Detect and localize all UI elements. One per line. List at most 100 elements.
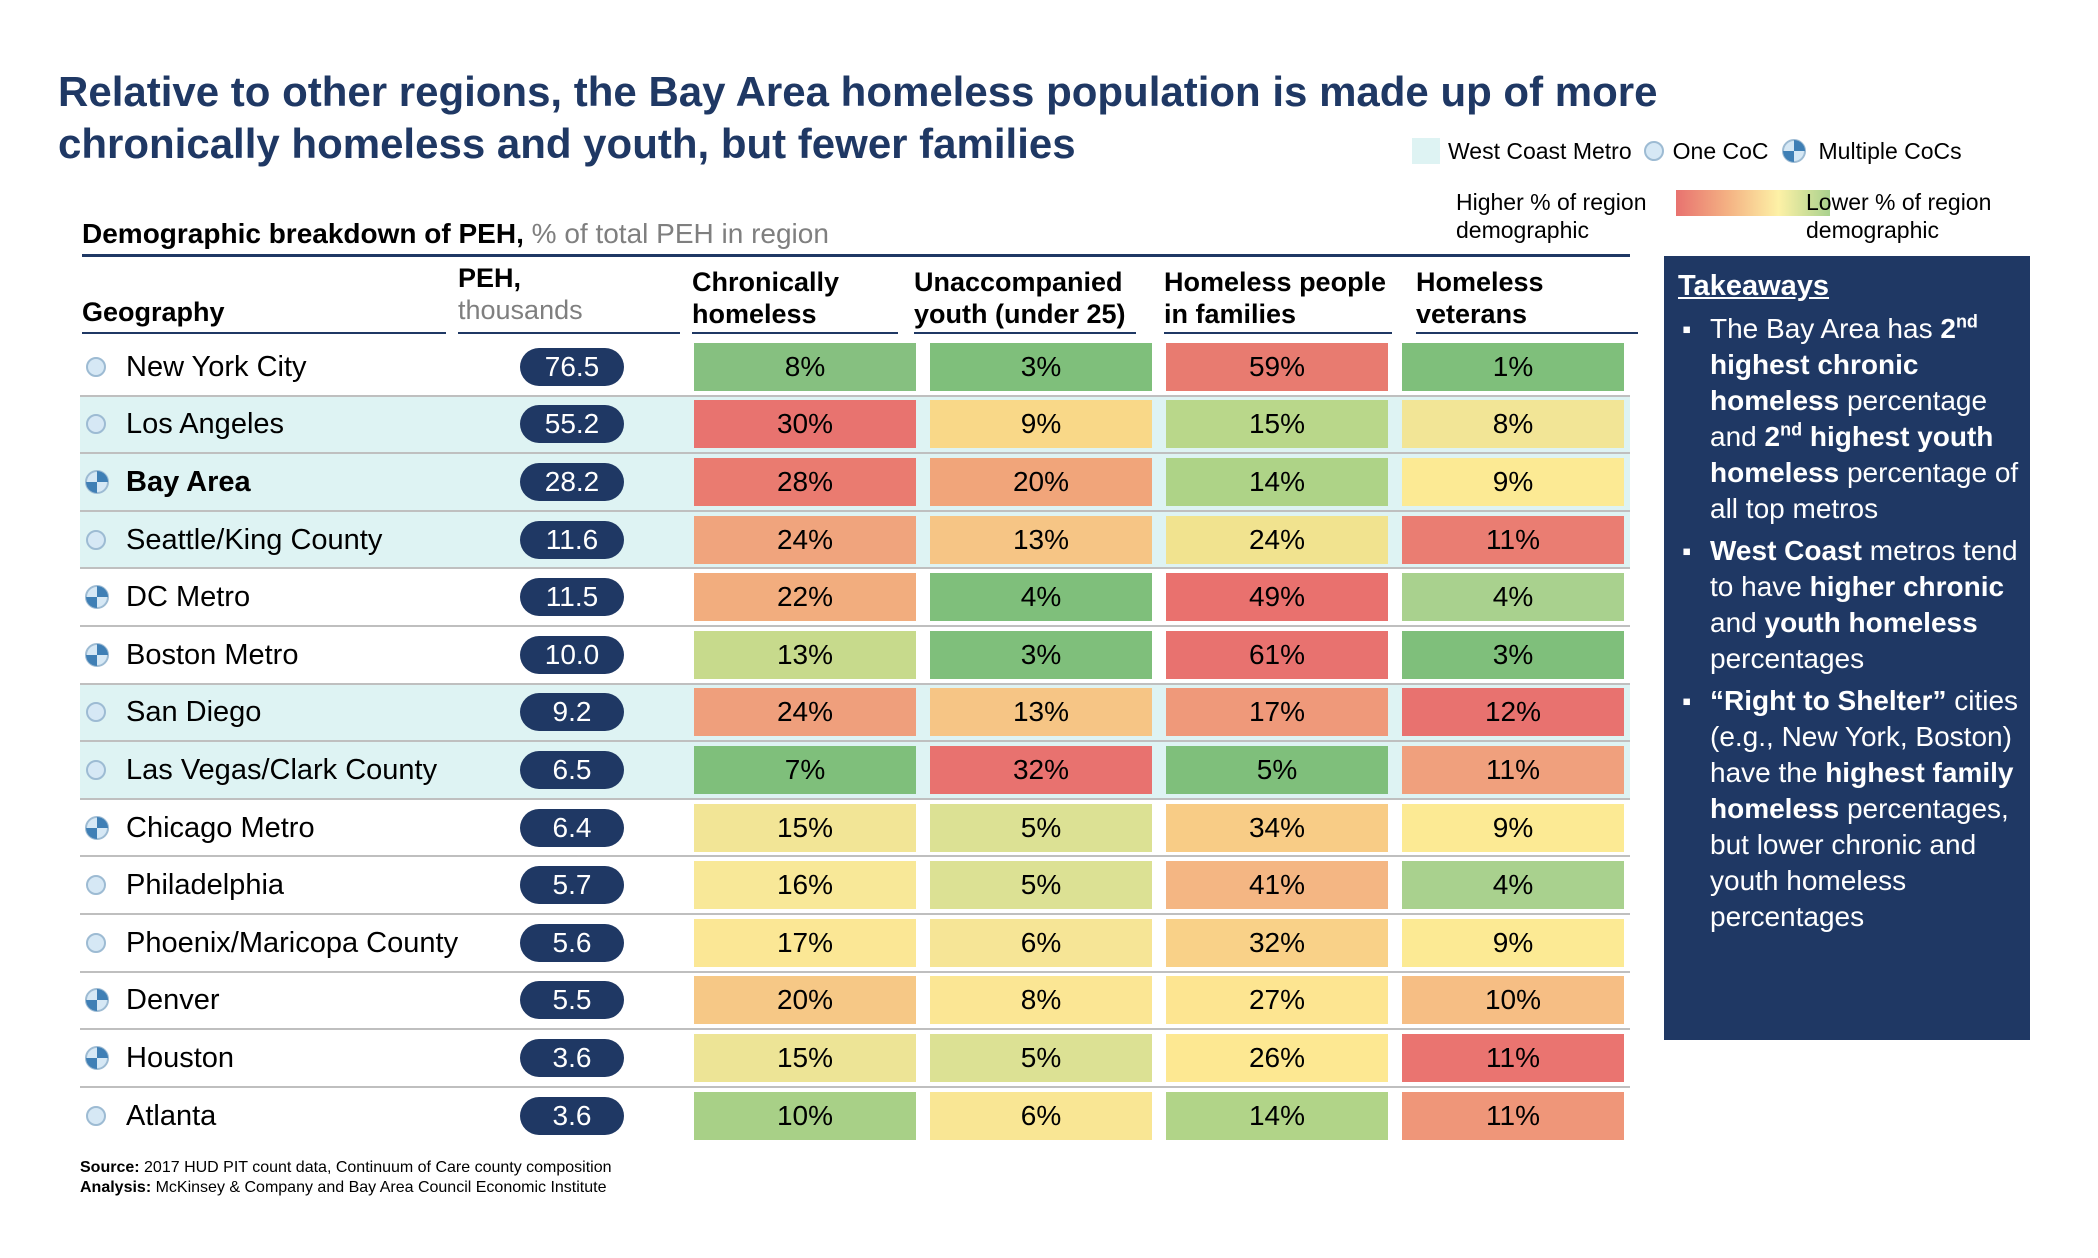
geography-label: Los Angeles [126,408,285,441]
header-rule-youth [914,332,1136,334]
row-separator [80,1085,1630,1088]
tk2-bold1: West Coast [1710,535,1862,566]
peh-value: 28.2 [520,463,624,501]
table-subtitle: Demographic breakdown of PEH, % of total… [82,218,829,250]
subtitle-rule [82,254,1630,257]
tk3-bold1: “Right to Shelter” [1710,685,1947,716]
cell-youth: 3% [930,342,1152,391]
cell-youth: 13% [930,515,1152,564]
footer-analysis-text: McKinsey & Company and Bay Area Council … [151,1179,607,1196]
cell-veterans: 4% [1402,573,1624,622]
geography-label: Atlanta [126,1099,217,1132]
one-coc-icon [86,529,106,550]
cell-chronic: 24% [694,515,916,564]
col-header-families: Homeless people in families [1164,266,1386,330]
header-rule-veterans [1416,332,1638,334]
takeaway-1: The Bay Area has 2nd highest chronic hom… [1678,311,2020,527]
col-header-families-line1: Homeless people [1164,267,1387,297]
col-header-peh: PEH, thousands [458,262,583,326]
tk2-text2: and [1710,607,1765,638]
footer-analysis: Analysis: McKinsey & Company and Bay Are… [80,1178,612,1198]
row-separator [80,567,1630,570]
cell-youth: 9% [930,400,1152,449]
geography-label: Denver [126,984,220,1017]
legend-one-coc-label: One CoC [1672,137,1769,164]
title-line-1: Relative to other regions, the Bay Area … [58,68,1658,115]
peh-value: 10.0 [520,635,624,674]
col-header-youth-line1: Unaccompanied [914,267,1123,297]
cell-veterans: 12% [1402,688,1624,737]
legend-gradient [1676,190,1830,216]
cell-chronic: 20% [694,976,916,1025]
cell-veterans: 11% [1402,1034,1624,1082]
tk1-text2: percentage and [1710,385,1988,452]
cell-chronic: 8% [694,342,916,391]
legend-west-coast: West Coast Metro [1412,138,1632,165]
tk3-text1: cities (e.g., New York, Boston) have the [1710,685,2019,788]
page-title: Relative to other regions, the Bay Area … [58,66,1718,170]
geography-label: DC Metro [126,581,251,614]
cell-families: 14% [1166,1091,1388,1140]
tk1-text3: percentage of all top metros [1710,457,2019,524]
cell-families: 24% [1166,515,1388,564]
cell-families: 26% [1166,1034,1388,1082]
col-header-families-line2: in families [1164,299,1297,329]
tk3-bold2: highest family homeless [1710,757,2014,824]
cell-veterans: 9% [1402,458,1624,506]
cell-families: 32% [1166,918,1388,967]
col-header-peh-line1: PEH, [458,263,522,293]
row-separator [80,740,1630,743]
legend-higher: Higher % of region demographic [1456,188,1674,244]
takeaways-panel: Takeaways The Bay Area has 2nd highest c… [1664,256,2030,1040]
header-rule-families [1164,332,1392,334]
cell-families: 5% [1166,746,1388,794]
legend-west-coast-label: West Coast Metro [1448,137,1632,164]
peh-value: 5.5 [520,981,624,1020]
cell-chronic: 28% [694,458,916,506]
footer-source-text: 2017 HUD PIT count data, Continuum of Ca… [139,1159,612,1176]
peh-value: 5.7 [520,866,624,905]
footer: Source: 2017 HUD PIT count data, Continu… [80,1158,612,1198]
geography-label: San Diego [126,696,262,729]
cell-veterans: 10% [1402,976,1624,1025]
tk1-bold3: 2 [1764,421,1781,452]
footer-source: Source: 2017 HUD PIT count data, Continu… [80,1158,612,1178]
cell-chronic: 24% [694,688,916,737]
legend-higher-line2: demographic [1456,217,1589,243]
cell-veterans: 11% [1402,1091,1624,1140]
one-coc-icon [86,356,106,377]
tk2-text1: metros tend to have [1710,535,2018,602]
peh-value: 9.2 [520,693,624,732]
cell-families: 14% [1166,458,1388,506]
cell-youth: 6% [930,918,1152,967]
one-coc-icon [86,1105,106,1126]
cell-chronic: 7% [694,746,916,794]
legend-higher-line1: Higher % of region [1456,189,1647,215]
cell-families: 17% [1166,688,1388,737]
subtitle-bold: Demographic breakdown of PEH, [82,218,524,249]
cell-families: 41% [1166,861,1388,910]
cell-chronic: 30% [694,400,916,449]
multiple-cocs-icon [85,815,109,840]
peh-value: 6.4 [520,808,624,847]
tk2-text3: percentages [1710,643,1865,674]
footer-analysis-label: Analysis: [80,1179,152,1196]
tk2-bold2: higher chronic [1809,571,2005,602]
peh-value: 3.6 [520,1039,624,1077]
col-header-veterans: Homeless veterans [1416,266,1544,330]
cell-youth: 5% [930,861,1152,910]
peh-value: 6.5 [520,751,624,789]
row-separator [80,682,1630,685]
geography-label: New York City [126,350,307,383]
cell-youth: 5% [930,1034,1152,1082]
one-coc-icon [86,702,106,723]
cell-families: 15% [1166,400,1388,449]
cell-chronic: 17% [694,918,916,967]
row-separator [80,855,1630,858]
cell-chronic: 16% [694,861,916,910]
cell-veterans: 1% [1402,342,1624,391]
takeaway-2: West Coast metros tend to have higher ch… [1678,533,2020,677]
tk1-bold4: highest youth homeless [1710,421,1994,488]
legend-lower: Lower % of region demographic [1806,188,2036,244]
peh-value: 5.6 [520,923,624,962]
